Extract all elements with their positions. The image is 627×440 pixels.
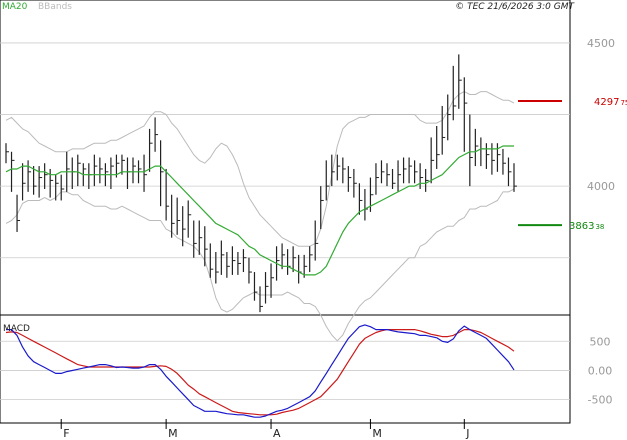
resistance-level-decimal: 75 [620,99,627,107]
macd-tick-label: -500 [588,394,613,407]
macd-panel-title: MACD [3,324,30,334]
price-bars-layer [5,54,517,313]
levels-layer: 429775 386338 [518,97,627,232]
legend-bbands: BBands [38,2,72,12]
month-label: M [372,427,382,440]
month-label: M [168,427,178,440]
macd-layer [5,324,515,418]
plot-frames [0,0,571,424]
price-tick-label: 4500 [587,37,615,50]
macd-tick-label: 0.00 [588,364,613,377]
macd-tick-label: 500 [590,335,611,348]
ma20-layer [5,145,514,276]
axis-layer: 4500 4000 500 0.00 -500 F M A M J [60,37,615,440]
copyright-stamp: © TEC 21/6/2026 3:0 GMT [455,2,575,12]
support-level-label: 386338 [569,221,604,232]
price-tick-label: 4000 [587,180,615,193]
price-panel-frame [0,0,571,316]
macd-panel-frame [0,314,571,424]
header: MA20 BBands © TEC 21/6/2026 3:0 GMT [2,2,576,12]
month-label: A [273,427,281,440]
legend-ma20: MA20 [2,2,28,12]
macd-line [6,324,515,418]
macd-signal-line [5,329,515,416]
bb-lower-line [5,188,515,342]
resistance-level-label: 429775 [594,97,627,108]
month-label: J [465,427,469,440]
bb-upper-line [5,91,515,247]
ma20-line [5,145,514,276]
grid-layer [0,42,570,401]
support-level-decimal: 38 [595,223,604,231]
month-label: F [63,427,69,440]
